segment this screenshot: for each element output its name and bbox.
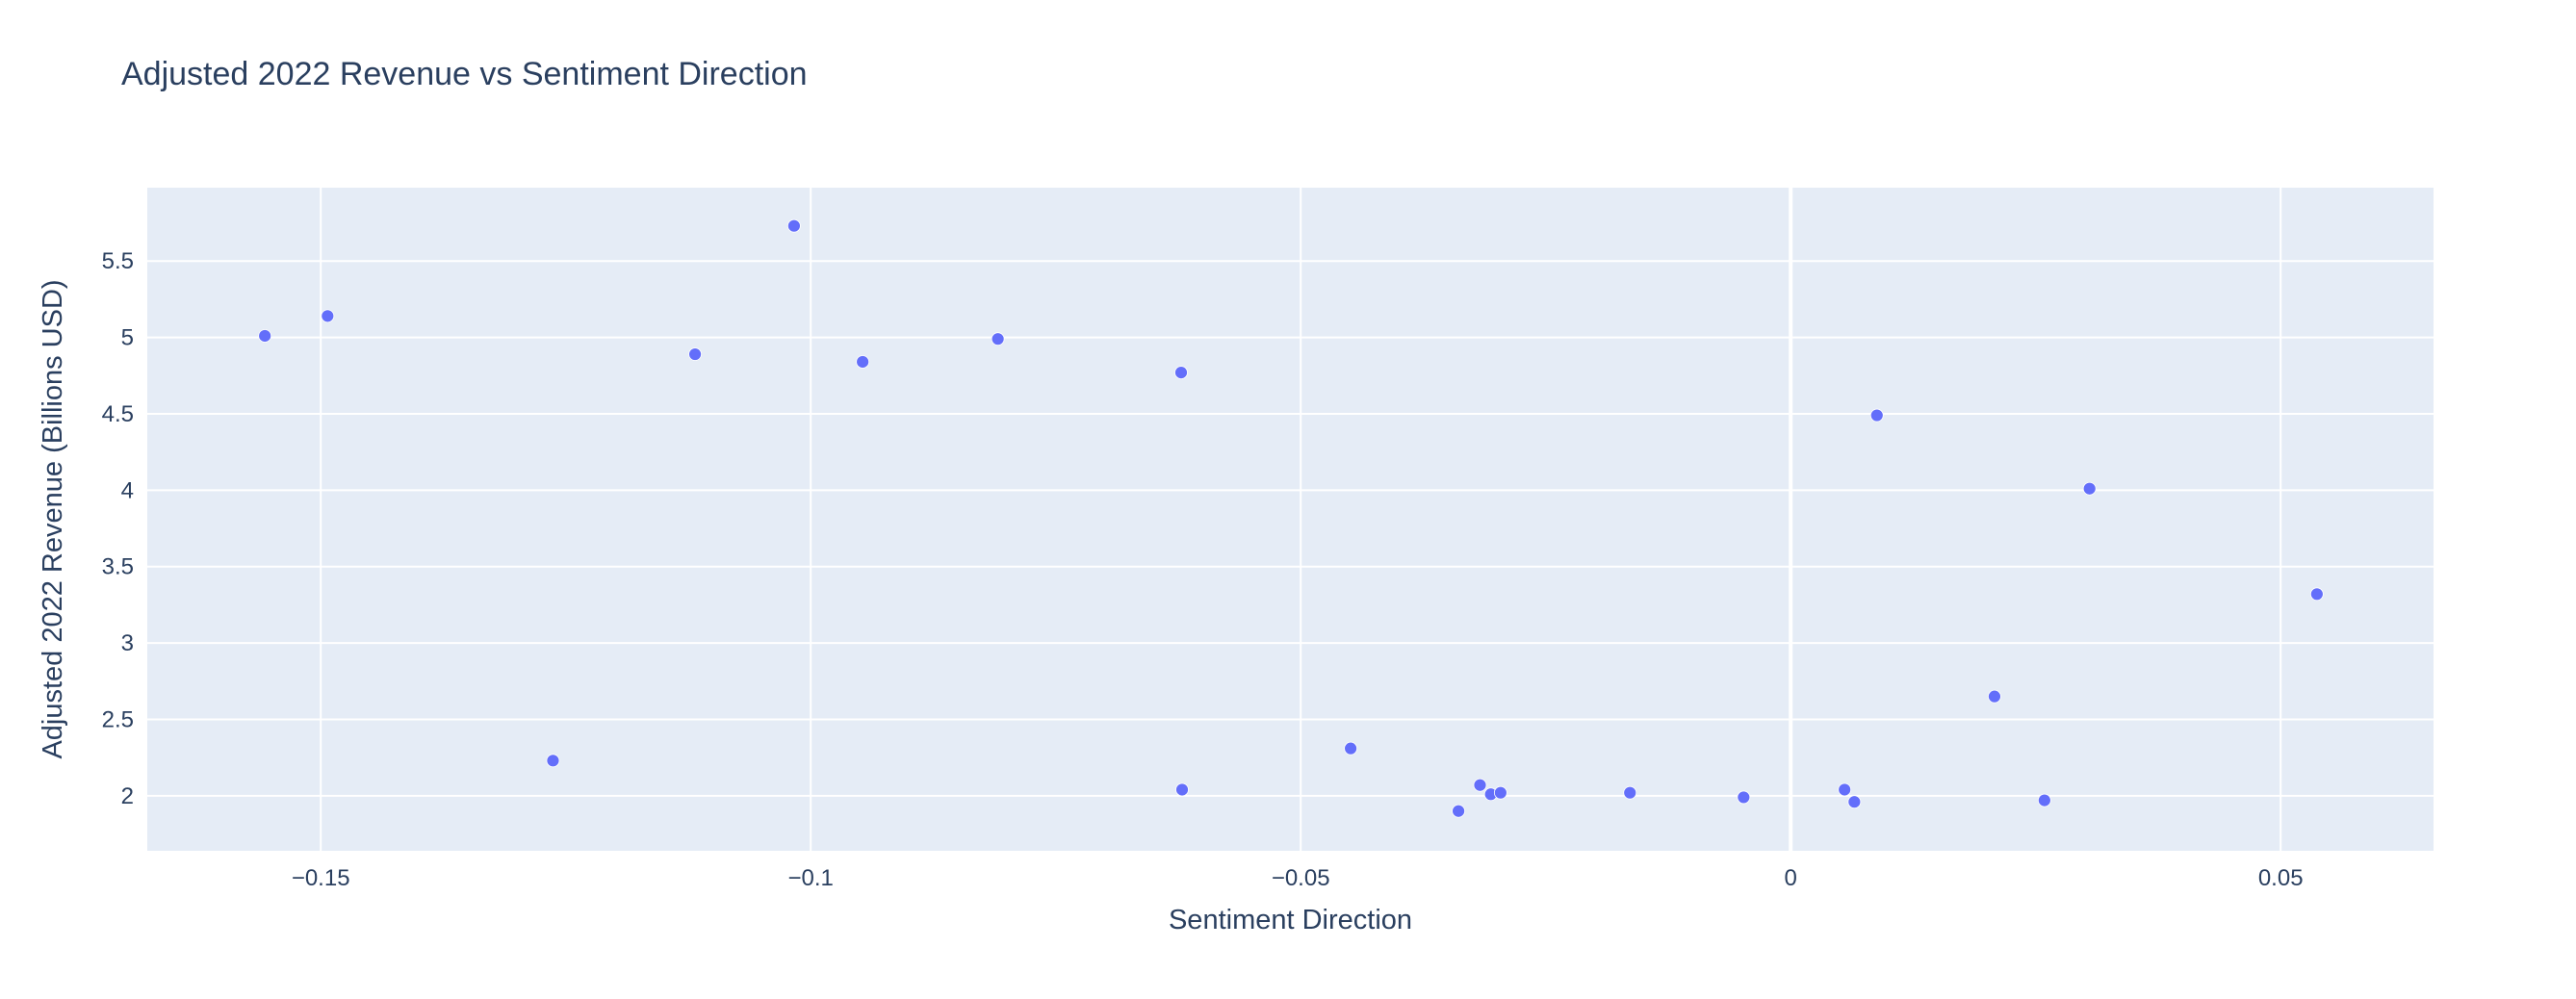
data-point [1737, 790, 1751, 805]
data-point [2082, 481, 2097, 496]
x-tick-label: −0.1 [787, 865, 833, 891]
y-tick-label: 2.5 [102, 706, 134, 732]
data-point [786, 218, 801, 233]
plot-area [147, 188, 2434, 851]
data-point [1452, 804, 1465, 818]
y-tick-label: 4 [121, 477, 134, 503]
y-tick-label: 3 [121, 630, 134, 656]
data-point [1988, 689, 2001, 704]
data-point [1473, 778, 1487, 792]
y-axis-title: Adjusted 2022 Revenue (Billions USD) [38, 279, 68, 758]
y-tick-label: 2 [121, 783, 134, 809]
grid-lines [147, 188, 2434, 851]
data-point [1175, 782, 1189, 797]
data-point [1174, 366, 1188, 379]
x-tick-label: −0.05 [1272, 865, 1330, 891]
x-axis-title: Sentiment Direction [1169, 905, 1412, 935]
data-point [1838, 782, 1852, 797]
data-point [2037, 793, 2051, 807]
data-point [258, 329, 272, 343]
data-point [1847, 795, 1862, 809]
y-tick-label: 3.5 [102, 554, 134, 580]
x-tick-label: −0.15 [292, 865, 350, 891]
x-tick-label: 0 [1785, 865, 1797, 891]
y-tick-label: 4.5 [102, 401, 134, 427]
data-point [321, 309, 335, 323]
data-point [2309, 587, 2324, 602]
data-point [991, 332, 1005, 346]
data-point [856, 355, 870, 369]
tick-labels: −0.15 −0.1 −0.05 0 0.05 2 2.5 3 3.5 4 4.5 5 5.5 [102, 248, 2304, 891]
data-point [1623, 785, 1637, 800]
data-point [1493, 785, 1507, 800]
data-point [688, 347, 702, 361]
x-tick-label: 0.05 [2258, 865, 2304, 891]
data-point [1869, 408, 1884, 423]
y-tick-label: 5.5 [102, 248, 134, 274]
data-point [546, 754, 560, 768]
chart-title: Adjusted 2022 Revenue vs Sentiment Direc… [121, 56, 808, 92]
y-tick-label: 5 [121, 325, 134, 351]
data-points [258, 218, 2324, 818]
data-point [1344, 741, 1358, 756]
